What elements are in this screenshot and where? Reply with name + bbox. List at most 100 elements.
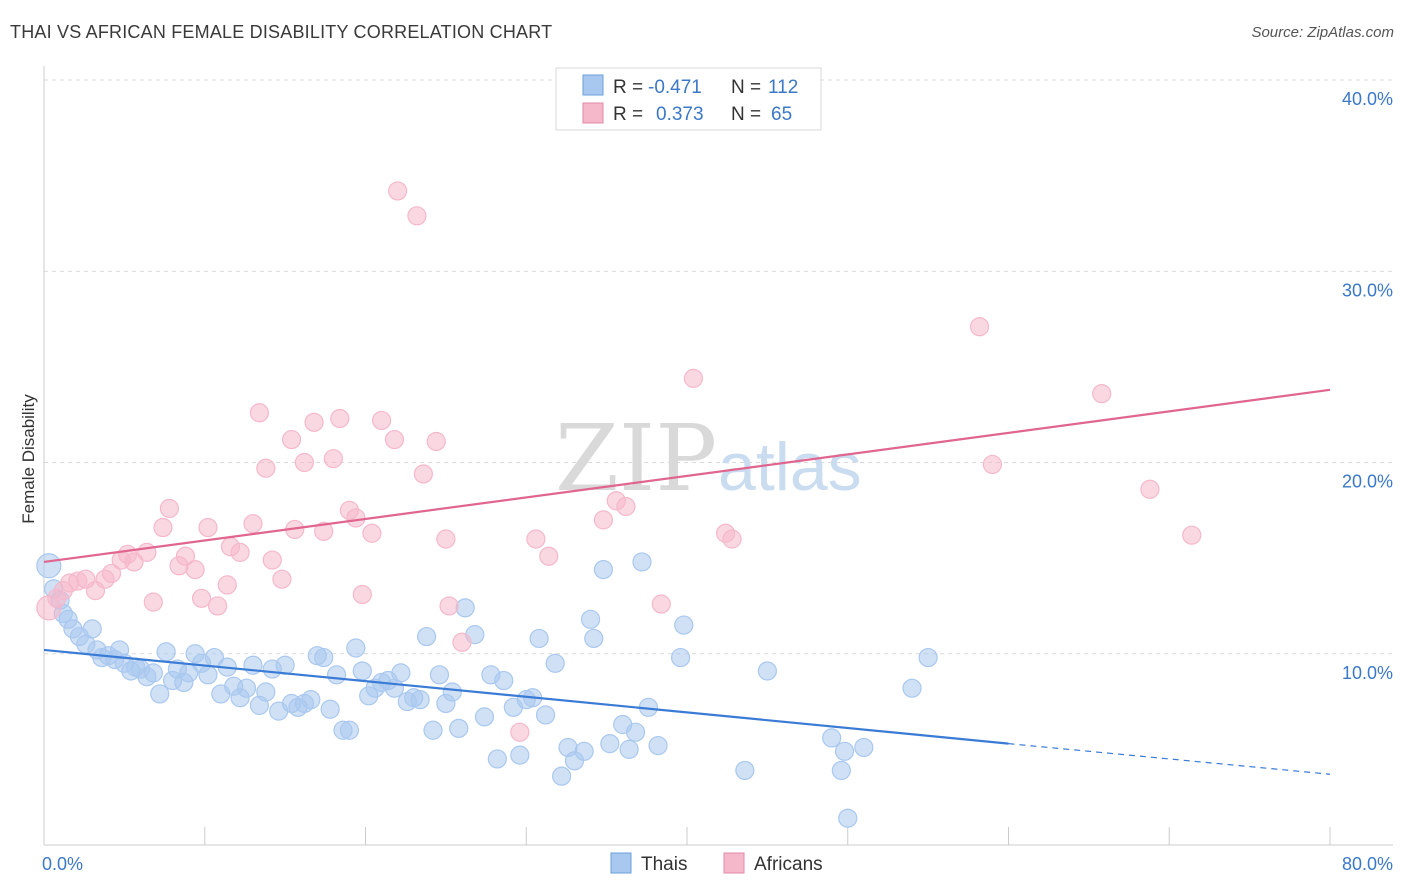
africans-trend-line — [43, 388, 1331, 564]
africans-point — [175, 546, 196, 566]
thais-point — [429, 665, 450, 685]
thais-point — [510, 745, 530, 765]
africans-point — [256, 458, 276, 478]
legend-swatch-africans — [582, 102, 604, 124]
thais-trend-extension — [1008, 743, 1331, 775]
thais-point — [198, 665, 218, 685]
y-tick-label: 40.0% — [1342, 89, 1393, 109]
thais-point — [339, 720, 360, 740]
africans-point — [651, 594, 671, 614]
thais-point — [625, 722, 646, 742]
africans-point — [230, 542, 250, 562]
africans-point — [683, 368, 704, 388]
bottom-legend-label-africans: Africans — [754, 854, 823, 875]
thais-point — [314, 647, 334, 668]
africans-point — [323, 449, 343, 469]
thais-point — [487, 749, 507, 769]
africans-point — [982, 454, 1003, 475]
thais-trend-line — [43, 648, 1009, 745]
thais-point — [326, 665, 347, 685]
africans-point — [185, 559, 205, 580]
chart-title: THAI VS AFRICAN FEMALE DISABILITY CORREL… — [10, 22, 553, 42]
africans-point — [436, 529, 456, 549]
africans-point — [1092, 384, 1112, 404]
legend-swatch-thais — [582, 74, 604, 96]
legend-r-value-thais: -0.471 — [648, 77, 702, 98]
africans-point — [616, 496, 636, 517]
x-tick-label-min: 0.0% — [42, 854, 83, 874]
watermark-atlas: atlas — [718, 429, 862, 505]
africans-point — [124, 552, 144, 572]
thais-point — [352, 661, 372, 681]
africans-point — [593, 510, 614, 530]
thais-point — [854, 737, 874, 758]
africans-point — [388, 181, 408, 201]
thais-point — [36, 553, 62, 579]
thais-point — [918, 647, 938, 668]
legend-n-value-thais: 112 — [768, 77, 798, 98]
africans-point — [198, 517, 218, 538]
legend-box: R = -0.471 N = 112 R = 0.373 N = 65 — [555, 67, 822, 131]
thais-point — [442, 682, 462, 702]
thais-point — [735, 760, 755, 781]
africans-point — [722, 529, 742, 549]
africans-point — [249, 403, 270, 423]
y-axis-label: Female Disability — [19, 394, 38, 524]
source-label: Source: ZipAtlas.com — [1251, 24, 1394, 41]
y-tick-label: 20.0% — [1342, 472, 1393, 492]
thais-point — [545, 653, 565, 673]
africans-point — [217, 575, 237, 595]
africans-point — [510, 722, 530, 742]
africans-point — [294, 452, 315, 473]
legend-n-label-thais: N = — [731, 77, 761, 98]
africans-point — [1182, 525, 1202, 545]
thais-point — [902, 678, 922, 698]
africans-point — [281, 429, 302, 450]
thais-point — [256, 682, 276, 702]
thais-point — [674, 615, 694, 635]
thais-point — [574, 741, 594, 761]
thais-point — [455, 598, 475, 618]
africans-point — [346, 508, 366, 528]
thais-point — [156, 642, 176, 662]
thais-point — [834, 741, 855, 761]
africans-point — [153, 517, 173, 538]
thais-point — [838, 808, 858, 828]
bottom-legend-swatch-africans — [723, 852, 745, 874]
thais-point — [320, 699, 340, 719]
watermark-zip: ZIP — [555, 405, 717, 512]
watermark: ZIP atlas — [555, 405, 862, 512]
thais-point — [632, 552, 652, 572]
legend-n-label-africans: N = — [731, 104, 761, 125]
africans-point — [208, 596, 228, 616]
africans-point — [407, 206, 427, 226]
bottom-legend: Thais Africans — [610, 852, 823, 875]
africans-point — [137, 542, 157, 562]
africans-point — [426, 431, 446, 452]
gridlines — [44, 79, 1393, 655]
africans-point — [439, 596, 459, 616]
legend-r-label-thais: R = — [613, 77, 643, 98]
trend-lines — [43, 388, 1331, 775]
thais-point — [449, 718, 469, 738]
thais-point — [391, 663, 411, 683]
legend-n-value-africans: 65 — [771, 104, 792, 125]
africans-point — [191, 588, 212, 608]
thais-point — [410, 690, 430, 710]
africans-point — [362, 523, 382, 543]
africans-point — [101, 563, 122, 584]
thais-point — [143, 663, 163, 683]
africans-point — [969, 317, 990, 337]
thais-point — [535, 705, 556, 725]
thais-point — [600, 734, 620, 754]
legend-r-label-africans: R = — [613, 104, 643, 125]
africans-point — [539, 546, 559, 566]
africans-point — [526, 529, 546, 549]
thais-point — [82, 619, 102, 639]
africans-point — [243, 514, 263, 534]
thais-point — [494, 670, 514, 691]
y-tick-label: 10.0% — [1342, 663, 1393, 683]
thais-point — [822, 728, 842, 748]
africans-point — [1140, 479, 1160, 499]
y-tick-label: 30.0% — [1342, 280, 1393, 300]
